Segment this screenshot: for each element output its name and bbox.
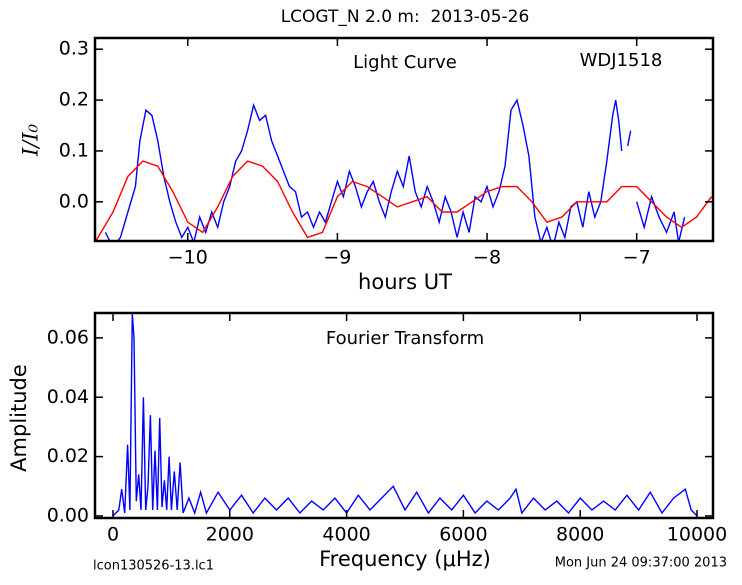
- x-axis-label: hours UT: [358, 270, 452, 294]
- x-tick-label: 10000: [667, 524, 727, 546]
- x-tick-label: 6000: [439, 524, 487, 546]
- x-tick-label: 0: [107, 524, 119, 546]
- series-line: [112, 314, 698, 517]
- y-tick-label: 0.04: [47, 386, 89, 408]
- panel-title: Light Curve: [353, 52, 457, 73]
- y-tick-label: 0.06: [47, 326, 89, 348]
- y-tick-label: 0.02: [47, 445, 89, 467]
- series-line: [104, 98, 686, 241]
- y-tick-label: 0.0: [59, 190, 89, 212]
- series-line: [95, 160, 713, 241]
- x-axis-label: Frequency (μHz): [319, 547, 491, 571]
- y-tick-label: 0.3: [59, 38, 89, 60]
- axes-frame: [93, 311, 715, 520]
- y-tick-label: 0.00: [47, 504, 89, 526]
- plot-area: [112, 314, 698, 517]
- footer-file: lcon130526-13.lc1: [93, 559, 214, 574]
- x-tick-label: −9: [323, 247, 351, 269]
- panel-title: Fourier Transform: [326, 328, 484, 349]
- axes-frame: [93, 36, 715, 243]
- x-tick-label: 4000: [322, 524, 370, 546]
- x-tick-label: −7: [623, 247, 651, 269]
- annotation: WDJ1518: [580, 50, 663, 71]
- x-tick-label: 2000: [206, 524, 254, 546]
- x-tick-label: −8: [473, 247, 501, 269]
- footer-date: Mon Jun 24 09:37:00 2013: [555, 556, 727, 571]
- y-axis-label: Amplitude: [7, 364, 31, 472]
- plot-area: [95, 98, 713, 241]
- y-axis-label: I/I₀: [19, 123, 43, 157]
- y-tick-label: 0.1: [59, 139, 89, 161]
- x-tick-label: −10: [168, 247, 208, 269]
- y-tick-label: 0.2: [59, 89, 89, 111]
- x-tick-label: 8000: [556, 524, 604, 546]
- figure-title: LCOGT_N 2.0 m: 2013-05-26: [281, 7, 530, 27]
